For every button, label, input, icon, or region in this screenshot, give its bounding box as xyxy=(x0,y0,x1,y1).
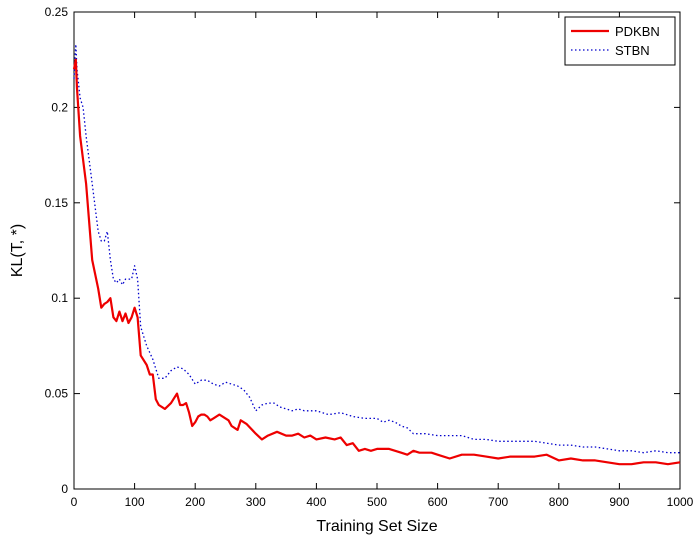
x-tick-label: 500 xyxy=(367,495,387,509)
y-axis-label: KL(T, *) xyxy=(9,224,26,277)
legend-label-stbn: STBN xyxy=(615,43,650,58)
series-line-pdkbn xyxy=(72,58,681,466)
y-tick-label: 0.25 xyxy=(45,5,69,19)
x-tick-label: 100 xyxy=(125,495,145,509)
x-tick-label: 200 xyxy=(185,495,205,509)
x-tick-label: 300 xyxy=(246,495,266,509)
legend-label-pdkbn: PDKBN xyxy=(615,24,660,39)
series-layer xyxy=(72,43,681,466)
plot-area xyxy=(73,11,681,490)
x-tick-label: 400 xyxy=(306,495,326,509)
x-tick-label: 1000 xyxy=(667,495,694,509)
legend-box xyxy=(564,16,676,66)
x-tick-label: 700 xyxy=(488,495,508,509)
y-tick-label: 0 xyxy=(61,482,68,496)
y-tick-label: 0.2 xyxy=(51,100,68,114)
x-tick-label: 0 xyxy=(71,495,78,509)
legend: PDKBN STBN xyxy=(564,16,676,66)
x-tick-label: 800 xyxy=(549,495,569,509)
y-axis-ticks: 0 0.05 0.1 0.15 0.2 0.25 xyxy=(45,5,680,496)
y-tick-label: 0.05 xyxy=(45,387,69,401)
x-tick-label: 600 xyxy=(428,495,448,509)
x-axis-ticks: 0 100 200 300 400 500 600 700 800 900 1000 xyxy=(71,12,694,509)
series-line-stbn xyxy=(73,43,680,454)
y-tick-label: 0.15 xyxy=(45,196,69,210)
x-tick-label: 900 xyxy=(609,495,629,509)
x-axis-label: Training Set Size xyxy=(316,518,437,535)
y-tick-label: 0.1 xyxy=(51,291,68,305)
